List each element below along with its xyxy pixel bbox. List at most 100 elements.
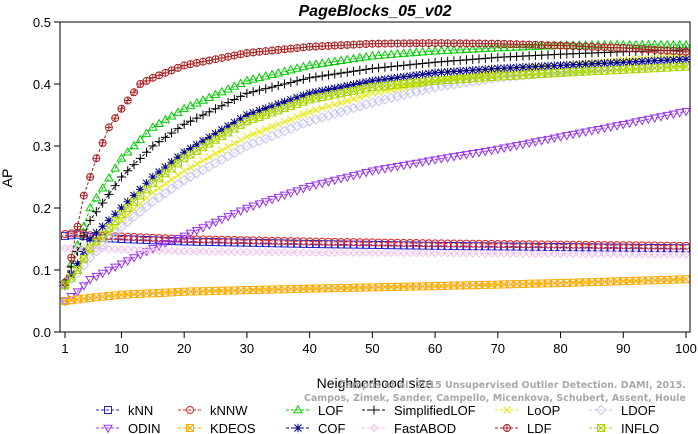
- data-point-knnw: [224, 235, 233, 244]
- data-point-knnw: [569, 240, 578, 249]
- data-point-fastabod: [248, 247, 258, 257]
- data-point-lof: [254, 72, 265, 82]
- data-point-fastabod: [368, 248, 377, 258]
- data-point-simplifiedlof: [399, 60, 409, 70]
- legend-item-simplifiedlof: SimplifiedLOF: [362, 403, 476, 418]
- data-point-knnw: [67, 229, 76, 238]
- data-point-cof: [355, 79, 365, 88]
- data-point-odin: [329, 176, 340, 186]
- data-point-odin: [436, 155, 447, 164]
- data-point-odin: [668, 110, 679, 120]
- data-point-knnw: [406, 238, 414, 247]
- data-point-odin: [354, 170, 365, 180]
- data-point-cof: [305, 89, 314, 98]
- legend-item-knnw: kNNW: [178, 403, 248, 418]
- data-point-knnw: [199, 235, 207, 244]
- data-point-ldof: [423, 83, 435, 94]
- data-point-lof: [311, 59, 321, 68]
- data-point-lof: [141, 128, 152, 137]
- data-point-ldf: [193, 59, 201, 67]
- data-point-cof: [537, 62, 546, 71]
- data-point-ldf: [224, 52, 233, 61]
- data-point-inflo: [97, 230, 108, 239]
- data-point-odin: [492, 145, 503, 155]
- data-point-simplifiedlof: [348, 66, 359, 76]
- data-point-loop: [324, 102, 333, 111]
- data-point-ldf: [98, 138, 107, 147]
- data-point-cof: [349, 80, 358, 89]
- data-point-odin: [361, 169, 371, 178]
- data-point-inflo: [91, 237, 102, 246]
- data-point-fastabod: [424, 249, 434, 258]
- data-point-fastabod: [361, 248, 371, 258]
- data-point-odin: [154, 242, 164, 252]
- data-point-cof: [443, 67, 452, 77]
- data-point-cof: [161, 162, 170, 172]
- data-point-knnw: [512, 240, 521, 249]
- data-point-ldf: [155, 71, 163, 79]
- data-point-ldf: [67, 254, 75, 262]
- data-point-cof: [85, 234, 95, 244]
- data-point-ldf: [180, 61, 189, 70]
- data-point-simplifiedlof: [148, 141, 158, 151]
- data-point-lof: [336, 55, 346, 65]
- data-point-knnw: [399, 238, 408, 247]
- data-point-cof: [430, 68, 440, 78]
- data-point-cof: [343, 81, 352, 91]
- data-point-simplifiedlof: [210, 104, 221, 114]
- data-point-knnw: [337, 237, 345, 246]
- data-point-fastabod: [104, 244, 114, 254]
- data-point-cof: [330, 84, 339, 93]
- credit-line-2: Campos, Zimek, Sander, Campello, Micenko…: [304, 393, 686, 404]
- data-point-knnw: [261, 236, 270, 245]
- data-point-cof: [455, 66, 465, 76]
- data-point-odin: [430, 156, 440, 165]
- data-point-odin: [104, 266, 114, 276]
- data-point-cof: [374, 75, 383, 85]
- data-point-knnw: [443, 239, 452, 248]
- data-point-simplifiedlof: [141, 147, 152, 157]
- data-point-odin: [530, 138, 541, 147]
- data-point-ldof: [392, 91, 403, 102]
- data-point-odin: [311, 181, 321, 190]
- data-point-cof: [650, 56, 659, 65]
- data-point-ldf: [149, 74, 157, 82]
- data-point-ldf: [74, 223, 82, 231]
- data-point-odin: [568, 130, 578, 140]
- data-point-knnw: [249, 236, 258, 245]
- data-point-lof: [204, 92, 215, 101]
- data-point-loop: [280, 117, 289, 126]
- data-point-lof: [285, 64, 296, 74]
- legend-item-knn: kNN: [96, 403, 153, 418]
- data-point-cof: [274, 99, 283, 109]
- data-point-odin: [298, 185, 309, 194]
- data-point-lof: [430, 45, 440, 55]
- data-point-fastabod: [600, 249, 609, 259]
- data-point-simplifiedlof: [167, 128, 177, 138]
- data-point-ldf: [242, 49, 251, 57]
- data-point-ldf: [218, 54, 226, 62]
- data-point-knnw: [293, 237, 302, 246]
- data-point-lof: [442, 45, 453, 54]
- data-point-ldf: [268, 46, 276, 55]
- data-point-ldof: [360, 99, 372, 110]
- data-point-lof: [97, 182, 108, 192]
- data-point-odin: [467, 150, 478, 159]
- data-point-ldf: [142, 76, 151, 85]
- data-point-ldf: [124, 97, 132, 105]
- data-point-odin: [643, 115, 654, 125]
- data-point-ldf: [111, 114, 120, 123]
- data-point-loop: [255, 127, 264, 136]
- data-point-ldf: [255, 47, 264, 56]
- legend-item-ldf: LDF: [495, 421, 552, 434]
- data-point-simplifiedlof: [298, 74, 308, 84]
- data-point-odin: [630, 118, 641, 127]
- data-point-cof: [631, 57, 641, 66]
- data-point-fastabod: [612, 249, 622, 259]
- data-point-ldf: [86, 173, 95, 181]
- data-point-lof: [342, 54, 353, 64]
- data-point-loop: [217, 146, 226, 155]
- data-point-fastabod: [148, 246, 158, 255]
- data-point-ldof: [335, 106, 347, 118]
- data-point-ldof: [367, 97, 378, 108]
